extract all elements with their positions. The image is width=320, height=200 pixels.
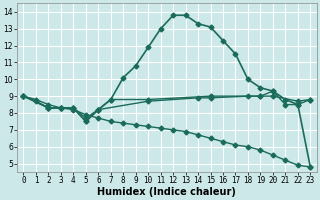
X-axis label: Humidex (Indice chaleur): Humidex (Indice chaleur) xyxy=(98,187,236,197)
